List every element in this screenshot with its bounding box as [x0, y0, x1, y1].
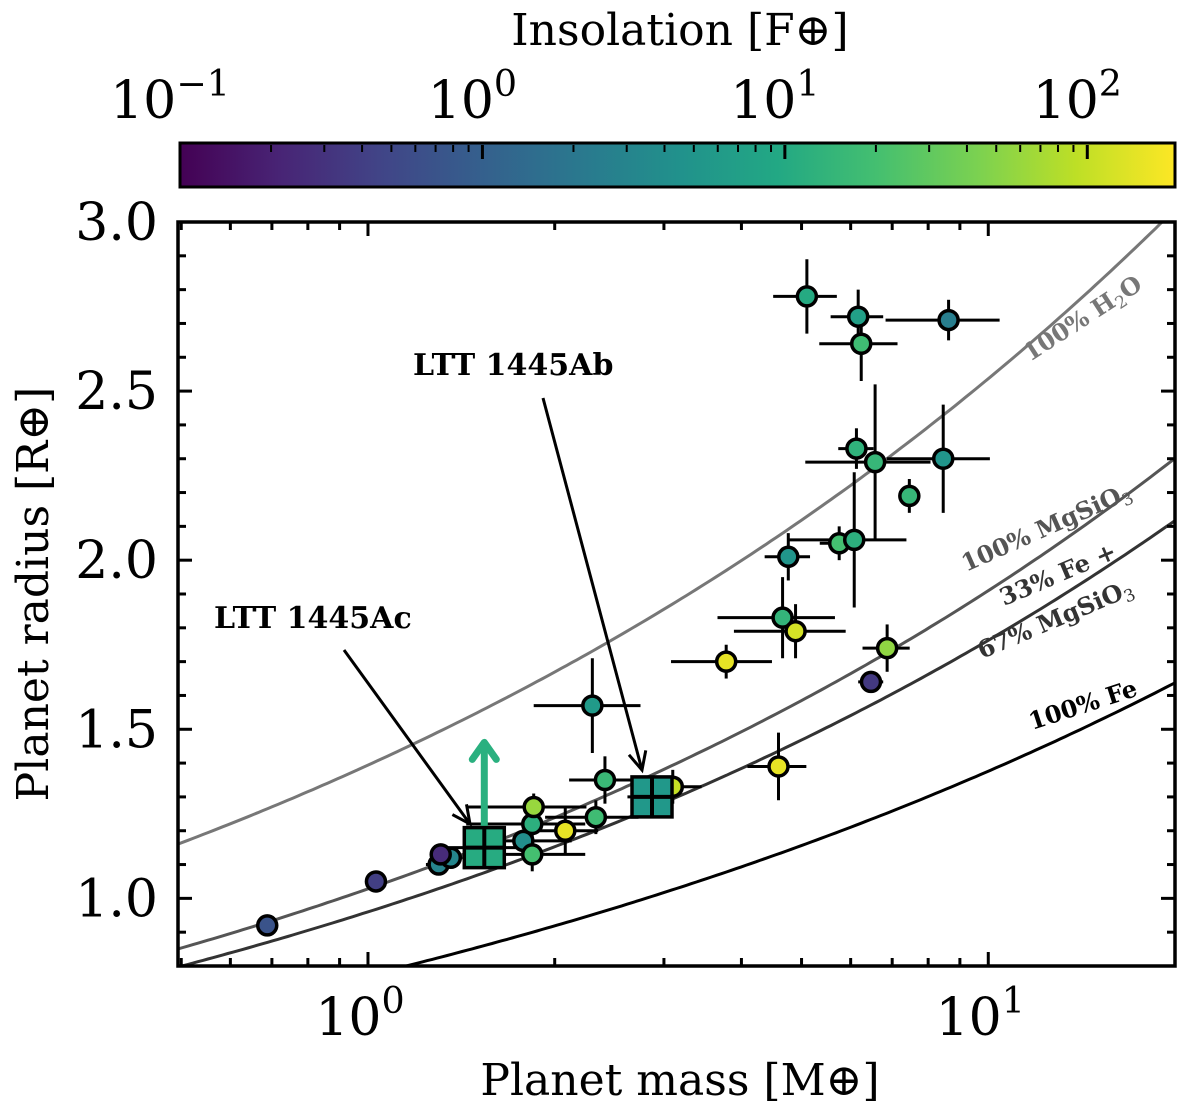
annotation-arrow-ltt1445ab-head	[627, 750, 648, 774]
colorbar-tick-label: 10−1	[110, 62, 230, 131]
x-tick-label: 101	[936, 979, 1025, 1048]
colorbar-tick-label: 100	[428, 62, 517, 131]
planet-point	[593, 768, 617, 792]
planet-point	[429, 843, 452, 866]
planet-point	[875, 636, 899, 660]
planet-point	[898, 484, 921, 508]
colorbar-tick-label: 101	[730, 62, 819, 131]
y-tick-label: 2.5	[75, 362, 158, 422]
annotations: LTT 1445Ab LTT 1445Ac	[214, 348, 648, 827]
axis-ticks	[178, 220, 1177, 968]
annotation-arrow-ltt1445ac-head	[451, 804, 473, 827]
planet-point	[863, 450, 887, 474]
highlighted-planets	[446, 738, 675, 870]
planet-point	[931, 447, 955, 470]
curve-100-h2o	[178, 222, 1165, 846]
planet-point	[554, 819, 577, 842]
colorbar-tick-label: 102	[1033, 62, 1122, 131]
planet-point	[842, 528, 866, 552]
planet-point	[714, 650, 738, 673]
planet-point	[859, 670, 883, 694]
curve-label-fe: 100% Fe	[1025, 673, 1141, 735]
planet-point	[364, 870, 388, 893]
planet-point	[777, 545, 800, 569]
y-tick-label: 1.0	[75, 869, 158, 929]
axis-tick-labels: 100 101 1.0 1.5 2.0 2.5 3.0	[75, 193, 1025, 1048]
planet-point	[520, 843, 544, 866]
curve-label-h2o: 100% H2O	[1017, 269, 1149, 371]
x-tick-label: 100	[315, 979, 404, 1048]
planet-point	[767, 755, 790, 778]
colorbar-label: Insolation [F⊕]	[511, 5, 848, 56]
annotation-ltt1445ab: LTT 1445Ab	[413, 348, 613, 383]
planet-point	[584, 805, 608, 829]
annotation-arrow-ltt1445ac-shaft	[342, 649, 472, 825]
colorbar-ticks	[178, 145, 1089, 159]
colorbar-gradient	[178, 141, 1177, 189]
planet-point	[522, 795, 545, 819]
colorbar-tick-labels: 10−1 100 101 102	[110, 62, 1122, 131]
y-tick-label: 1.5	[75, 700, 158, 760]
planet-point	[846, 305, 870, 328]
x-axis-label: Planet mass [M⊕]	[480, 1055, 879, 1106]
planet-point	[845, 437, 868, 460]
curve-100-mgsio3	[178, 457, 1175, 951]
curve-100-fe	[400, 681, 1175, 966]
y-tick-label: 3.0	[75, 193, 158, 253]
annotation-arrow-ltt1445ab-shaft	[541, 397, 644, 771]
planet-point	[255, 914, 279, 937]
planet-point	[784, 619, 807, 643]
planet-point	[849, 332, 873, 355]
colorbar: Insolation [F⊕] 10−1 100 101 102	[110, 5, 1177, 189]
planet-point	[937, 308, 960, 332]
y-tick-label: 2.0	[75, 531, 158, 591]
y-axis-label: Planet radius [R⊕]	[8, 387, 59, 802]
lower-limit-arrow-head	[468, 738, 500, 763]
planet-point	[581, 694, 604, 717]
annotation-ltt1445ac: LTT 1445Ac	[214, 601, 412, 636]
planet-point	[795, 285, 819, 308]
planet-point	[771, 606, 794, 629]
